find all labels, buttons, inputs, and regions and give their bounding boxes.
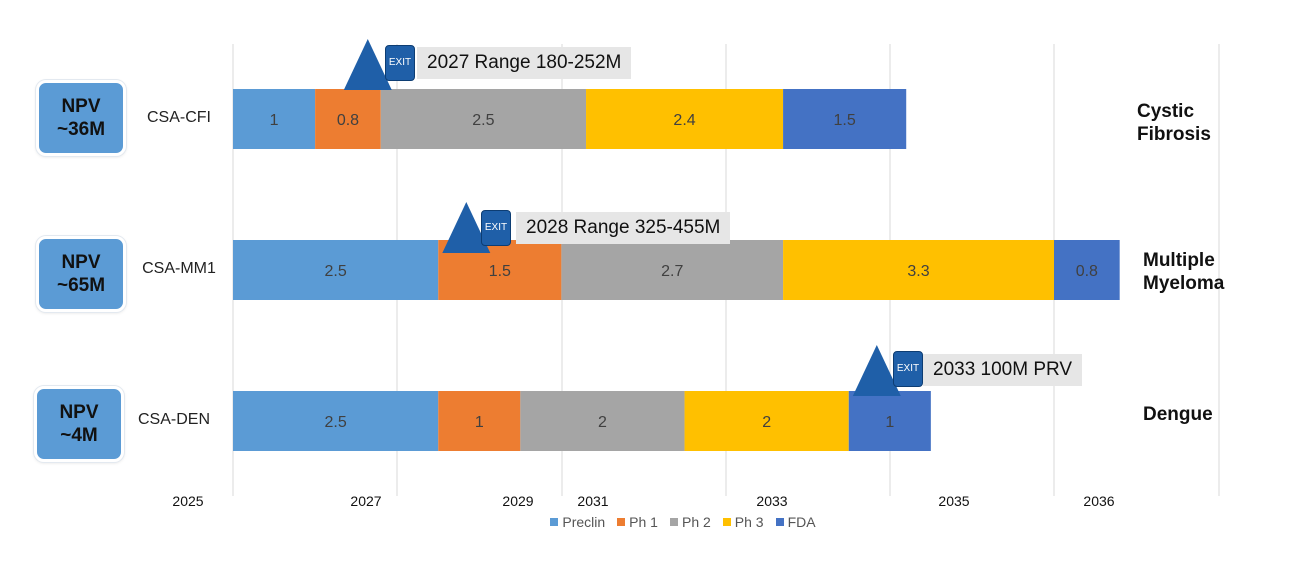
bar-segment xyxy=(684,391,849,451)
legend-item: Ph 3 xyxy=(722,514,764,530)
legend-item: Ph 2 xyxy=(669,514,711,530)
bar-value-label: 3.3 xyxy=(907,263,929,280)
exit-triangle xyxy=(343,39,392,90)
x-tick-label: 2025 xyxy=(172,493,203,509)
bar-value-label: 2.7 xyxy=(661,263,683,280)
legend-item: FDA xyxy=(775,514,816,530)
npv-label: NPV xyxy=(61,96,101,117)
bar-segment xyxy=(1054,240,1120,300)
bar-value-label: 1 xyxy=(270,112,279,129)
exit-triangle xyxy=(852,345,901,396)
bar-segment xyxy=(561,240,784,300)
bar-value-label: 2.4 xyxy=(673,112,695,129)
x-tick-label: 2036 xyxy=(1083,493,1114,509)
legend-swatch xyxy=(775,518,784,526)
bar-value-label: 1.5 xyxy=(834,112,856,129)
bar-segment xyxy=(233,391,439,451)
exit-badge-icon: EXIT xyxy=(385,45,415,81)
disease-label-multiple-myeloma: Multiple Myeloma xyxy=(1143,249,1224,295)
npv-label: NPV xyxy=(59,402,99,423)
legend-swatch xyxy=(550,518,559,526)
npv-value: ~65M xyxy=(56,275,106,296)
exit-markers xyxy=(343,39,901,396)
exit-badge-icon: EXIT xyxy=(893,351,923,387)
legend-label: Preclin xyxy=(562,514,606,530)
program-label-csa-den: CSA-DEN xyxy=(137,411,210,428)
exit-callout-csa-den: 2033 100M PRV xyxy=(923,354,1083,386)
x-tick-label: 2035 xyxy=(938,493,969,509)
disease-line: Multiple xyxy=(1143,250,1215,271)
npv-box-csa-mm1: NPV ~65M xyxy=(36,236,126,312)
x-tick-label: 2033 xyxy=(756,493,787,509)
legend-label: Ph 1 xyxy=(629,514,658,530)
legend-item: Ph 1 xyxy=(617,514,658,530)
x-tick-label: 2031 xyxy=(577,493,608,509)
bar-value-label: 2.5 xyxy=(325,263,347,280)
npv-box-csa-cfi: NPV ~36M xyxy=(36,80,126,156)
bar-segment xyxy=(586,89,784,149)
x-tick-label: 2029 xyxy=(502,493,533,509)
program-label-csa-mm1: CSA-MM1 xyxy=(142,260,216,277)
legend: Preclin Ph 1 Ph 2 Ph 3 FDA xyxy=(0,514,1299,530)
bar-segment xyxy=(783,240,1054,300)
legend-swatch xyxy=(669,518,678,526)
bar-segment xyxy=(233,89,316,149)
bar-value-label: 1 xyxy=(475,414,484,431)
legend-label: Ph 3 xyxy=(734,514,764,530)
disease-line: Cystic xyxy=(1137,101,1195,122)
disease-line: Myeloma xyxy=(1143,273,1225,294)
npv-box-csa-den: NPV ~4M xyxy=(34,386,124,462)
disease-label-dengue: Dengue xyxy=(1143,403,1213,426)
exit-callout-csa-mm1: 2028 Range 325-455M xyxy=(516,212,731,244)
disease-line: Fibrosis xyxy=(1137,124,1211,145)
bar-segment xyxy=(380,89,587,149)
npv-value: ~4M xyxy=(60,425,98,446)
bar-segment xyxy=(783,89,907,149)
bar-value-label: 2 xyxy=(598,414,607,431)
program-label-csa-cfi: CSA-CFI xyxy=(147,109,211,126)
x-tick-label: 2027 xyxy=(350,493,381,509)
npv-value: ~36M xyxy=(56,119,106,140)
bar-segment xyxy=(233,240,439,300)
bar-segment xyxy=(848,391,931,451)
legend-label: FDA xyxy=(787,514,816,530)
legend-label: Ph 2 xyxy=(681,514,711,530)
bar-value-label: 2.5 xyxy=(472,112,494,129)
bar-value-label: 0.8 xyxy=(1076,263,1098,280)
legend-swatch xyxy=(722,518,731,526)
bar-value-label: 0.8 xyxy=(337,112,359,129)
exit-callout-csa-cfi: 2027 Range 180-252M xyxy=(417,47,632,79)
exit-triangle xyxy=(442,202,491,253)
bar-value-label: 2.5 xyxy=(325,414,347,431)
npv-label: NPV xyxy=(61,252,101,273)
bar-value-label: 1 xyxy=(885,414,894,431)
disease-line: Dengue xyxy=(1143,404,1213,425)
bar-value-label: 1.5 xyxy=(489,263,511,280)
bar-segment xyxy=(315,89,381,149)
x-tick-labels: 2025 2027 2029 2031 2033 2035 2036 xyxy=(172,493,1114,509)
legend-item: Preclin xyxy=(550,514,605,530)
legend-swatch xyxy=(617,518,626,526)
bar-segments: 1 0.8 2.5 2.4 1.5 2.5 1.5 2.7 3.3 0.8 2.5 1 2 2 1 xyxy=(233,89,1120,451)
disease-label-cystic-fibrosis: Cystic Fibrosis xyxy=(1137,100,1211,146)
bar-segment xyxy=(438,391,521,451)
exit-badge-icon: EXIT xyxy=(481,210,511,246)
bar-value-label: 2 xyxy=(762,414,771,431)
bar-segment xyxy=(520,391,685,451)
